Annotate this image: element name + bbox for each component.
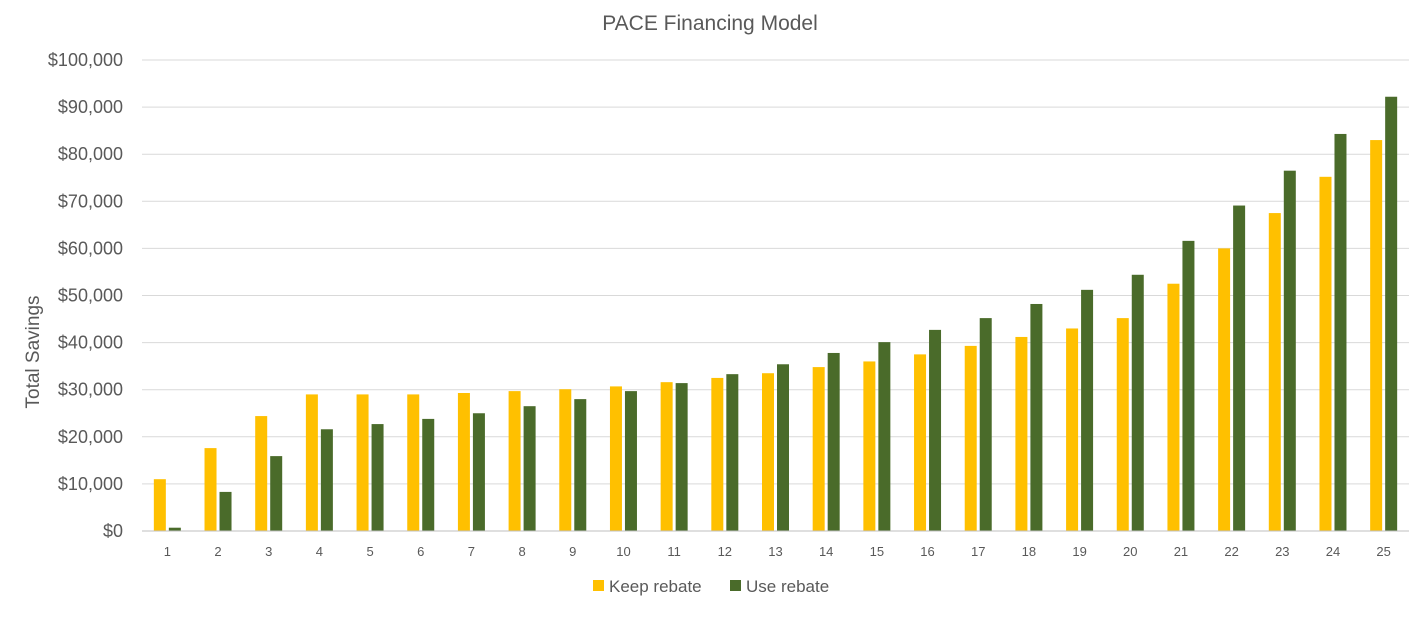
bar-keep-rebate-20 bbox=[1116, 318, 1129, 531]
chart-title: PACE Financing Model bbox=[602, 12, 818, 35]
legend-label: Use rebate bbox=[746, 577, 829, 596]
bar-use-rebate-19 bbox=[1081, 289, 1094, 531]
x-tick-label: 17 bbox=[971, 544, 985, 559]
bar-keep-rebate-21 bbox=[1167, 283, 1180, 531]
bar-use-rebate-9 bbox=[574, 399, 587, 531]
bar-keep-rebate-12 bbox=[711, 377, 724, 531]
bar-keep-rebate-24 bbox=[1319, 176, 1332, 532]
x-tick-label: 20 bbox=[1123, 544, 1137, 559]
bar-use-rebate-22 bbox=[1233, 205, 1246, 531]
bar-use-rebate-23 bbox=[1283, 170, 1296, 531]
y-tick-label: $70,000 bbox=[58, 191, 123, 211]
x-tick-label: 22 bbox=[1224, 544, 1238, 559]
x-tick-label: 6 bbox=[417, 544, 424, 559]
x-tick-label: 4 bbox=[316, 544, 323, 559]
bar-keep-rebate-4 bbox=[305, 394, 318, 531]
bar-use-rebate-21 bbox=[1182, 240, 1195, 531]
bar-keep-rebate-19 bbox=[1066, 328, 1079, 531]
x-tick-label: 11 bbox=[667, 544, 681, 559]
bar-keep-rebate-13 bbox=[762, 373, 774, 531]
y-tick-label: $60,000 bbox=[58, 238, 123, 258]
bar-keep-rebate-7 bbox=[457, 392, 470, 531]
x-axis-ticks: 1 2 3 4 5 6 7 8 9 10 11 12 13 14 15 16 17 18 19 20 21 22 23 24 2… bbox=[164, 544, 1391, 559]
y-tick-label: $40,000 bbox=[58, 333, 123, 353]
bar-use-rebate-15 bbox=[878, 342, 891, 531]
bar-keep-rebate-23 bbox=[1268, 213, 1281, 531]
x-tick-label: 21 bbox=[1174, 544, 1188, 559]
bar-use-rebate-1 bbox=[168, 527, 181, 531]
bar-use-rebate-13 bbox=[777, 364, 789, 531]
x-tick-label: 19 bbox=[1072, 544, 1086, 559]
x-tick-label: 18 bbox=[1022, 544, 1036, 559]
bar-keep-rebate-25 bbox=[1370, 140, 1383, 531]
bar-use-rebate-25 bbox=[1385, 96, 1398, 531]
bar-use-rebate-4 bbox=[320, 429, 333, 531]
bar-keep-rebate-14 bbox=[812, 367, 825, 531]
y-tick-label: $20,000 bbox=[58, 427, 123, 447]
x-tick-label: 8 bbox=[518, 544, 525, 559]
x-tick-label: 25 bbox=[1376, 544, 1390, 559]
bar-keep-rebate-5 bbox=[356, 394, 369, 531]
x-tick-label: 14 bbox=[819, 544, 833, 559]
bar-keep-rebate-22 bbox=[1218, 248, 1231, 531]
legend-swatch bbox=[730, 580, 741, 591]
bar-keep-rebate-3 bbox=[255, 416, 268, 531]
bar-use-rebate-8 bbox=[523, 406, 536, 531]
x-tick-label: 3 bbox=[265, 544, 272, 559]
x-tick-label: 10 bbox=[616, 544, 630, 559]
x-tick-label: 1 bbox=[164, 544, 171, 559]
bar-keep-rebate-16 bbox=[914, 354, 927, 531]
x-tick-label: 23 bbox=[1275, 544, 1289, 559]
x-tick-label: 15 bbox=[870, 544, 884, 559]
bar-keep-rebate-18 bbox=[1015, 336, 1028, 531]
bar-keep-rebate-8 bbox=[508, 391, 521, 531]
bar-keep-rebate-17 bbox=[964, 345, 977, 531]
y-axis-label: Total Savings bbox=[23, 295, 44, 408]
bar-use-rebate-6 bbox=[422, 418, 435, 531]
x-tick-label: 16 bbox=[920, 544, 934, 559]
bar-use-rebate-18 bbox=[1030, 303, 1043, 531]
bar-keep-rebate-1 bbox=[153, 479, 166, 531]
legend-label: Keep rebate bbox=[609, 577, 702, 596]
x-tick-label: 2 bbox=[214, 544, 221, 559]
bar-use-rebate-16 bbox=[929, 329, 942, 531]
bar-use-rebate-20 bbox=[1131, 274, 1144, 531]
x-tick-label: 7 bbox=[468, 544, 475, 559]
bar-keep-rebate-9 bbox=[559, 389, 572, 531]
x-tick-label: 9 bbox=[569, 544, 576, 559]
y-tick-label: $90,000 bbox=[58, 97, 123, 117]
y-tick-label: $0 bbox=[103, 521, 123, 541]
bar-use-rebate-11 bbox=[675, 383, 688, 531]
bar-use-rebate-7 bbox=[472, 413, 485, 531]
y-tick-label: $50,000 bbox=[58, 286, 123, 306]
bar-use-rebate-12 bbox=[726, 374, 739, 531]
bar-keep-rebate-15 bbox=[863, 361, 876, 531]
bar-keep-rebate-6 bbox=[407, 394, 420, 531]
x-tick-label: 13 bbox=[768, 544, 782, 559]
x-tick-label: 5 bbox=[366, 544, 373, 559]
y-tick-label: $10,000 bbox=[58, 474, 123, 494]
bar-keep-rebate-11 bbox=[660, 382, 673, 531]
bar-use-rebate-5 bbox=[371, 424, 384, 531]
legend: Keep rebate Use rebate bbox=[593, 577, 829, 596]
bar-use-rebate-3 bbox=[270, 456, 283, 531]
bar-use-rebate-17 bbox=[979, 318, 992, 531]
y-tick-label: $30,000 bbox=[58, 380, 123, 400]
y-tick-label: $100,000 bbox=[48, 50, 123, 70]
bar-use-rebate-10 bbox=[624, 391, 637, 531]
y-axis-ticks: $0 $10,000 $20,000 $30,000 $40,000 $50,000 $60… bbox=[48, 50, 123, 541]
bar-keep-rebate-10 bbox=[609, 386, 622, 531]
x-tick-label: 12 bbox=[718, 544, 732, 559]
bar-use-rebate-2 bbox=[219, 491, 232, 531]
gridlines bbox=[142, 59, 1409, 485]
legend-swatch bbox=[593, 580, 604, 591]
bar-keep-rebate-2 bbox=[204, 448, 217, 531]
y-tick-label: $80,000 bbox=[58, 144, 123, 164]
bars bbox=[153, 96, 1398, 532]
bar-use-rebate-14 bbox=[827, 352, 840, 531]
x-tick-label: 24 bbox=[1326, 544, 1340, 559]
bar-use-rebate-24 bbox=[1334, 133, 1347, 531]
